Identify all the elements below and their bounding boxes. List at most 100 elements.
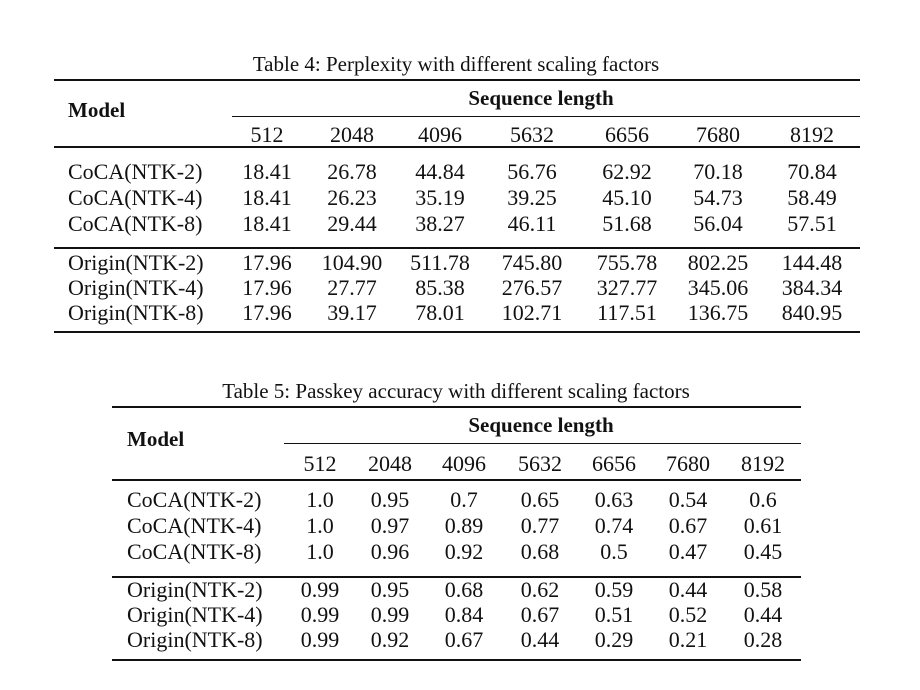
- model-column-header: Model: [68, 98, 126, 122]
- table-cell: 26.23: [327, 185, 377, 210]
- top-rule: [112, 406, 801, 408]
- table-cell: 840.95: [781, 300, 843, 325]
- table-cell: 0.99: [300, 627, 340, 652]
- table-cell: 384.34: [781, 275, 843, 300]
- row-label: Origin(NTK-2): [127, 577, 263, 602]
- row-label: CoCA(NTK-4): [68, 185, 203, 210]
- column-header: 512: [250, 122, 284, 147]
- table-cell: 18.41: [242, 159, 292, 184]
- table-cell: 0.6: [749, 487, 777, 512]
- table-caption: Table 4: Perplexity with different scali…: [252, 52, 660, 76]
- table-cell: 38.27: [415, 211, 465, 236]
- group-separator-rule: [112, 576, 801, 578]
- column-header: 4096: [418, 122, 462, 147]
- column-header: 2048: [368, 451, 412, 476]
- table-cell: 0.44: [520, 627, 560, 652]
- table-cell: 17.96: [242, 250, 292, 275]
- table-cell: 0.77: [520, 513, 560, 538]
- bottom-rule: [112, 659, 801, 661]
- table-cell: 0.5: [600, 539, 628, 564]
- table-cell: 39.17: [327, 300, 377, 325]
- table-cell: 0.28: [743, 627, 783, 652]
- table-cell: 62.92: [602, 159, 652, 184]
- table-cell: 17.96: [242, 275, 292, 300]
- table-cell: 117.51: [597, 300, 657, 325]
- group-separator-rule: [54, 247, 860, 249]
- table-cell: 0.45: [743, 539, 783, 564]
- table-cell: 511.78: [410, 250, 470, 275]
- row-label: Origin(NTK-4): [127, 602, 263, 627]
- table-cell: 104.90: [321, 250, 383, 275]
- table-cell: 0.99: [300, 602, 340, 627]
- column-header: 8192: [741, 451, 785, 476]
- table-cell: 70.18: [693, 159, 743, 184]
- table-cell: 54.73: [693, 185, 743, 210]
- header-rule: [112, 479, 801, 481]
- table-cell: 45.10: [602, 185, 652, 210]
- column-header: 7680: [696, 122, 740, 147]
- table-cell: 0.68: [444, 577, 484, 602]
- table-cell: 0.63: [594, 487, 634, 512]
- table-cell: 70.84: [787, 159, 837, 184]
- table-cell: 0.52: [668, 602, 708, 627]
- table-cell: 0.29: [594, 627, 634, 652]
- table-cell: 802.25: [687, 250, 749, 275]
- table-cell: 0.68: [520, 539, 560, 564]
- table-cell: 0.92: [370, 627, 410, 652]
- column-header: 2048: [330, 122, 374, 147]
- table-cell: 0.99: [370, 602, 410, 627]
- row-label: Origin(NTK-2): [68, 250, 204, 275]
- column-header: 7680: [666, 451, 710, 476]
- header-rule: [54, 146, 860, 148]
- column-header: 4096: [442, 451, 486, 476]
- bottom-rule: [54, 331, 860, 333]
- table-cell: 56.76: [507, 159, 557, 184]
- table-cell: 0.99: [300, 577, 340, 602]
- table-cell: 39.25: [507, 185, 557, 210]
- table-cell: 1.0: [306, 513, 334, 538]
- row-label: Origin(NTK-8): [68, 300, 204, 325]
- sequence-length-subrule: [232, 116, 860, 117]
- table-cell: 85.38: [415, 275, 465, 300]
- table-cell: 0.89: [444, 513, 484, 538]
- table-cell: 0.59: [594, 577, 634, 602]
- table-cell: 0.92: [444, 539, 484, 564]
- column-header: 5632: [518, 451, 562, 476]
- table-cell: 0.7: [450, 487, 478, 512]
- row-label: CoCA(NTK-8): [127, 539, 262, 564]
- table-cell: 26.78: [327, 159, 377, 184]
- table-cell: 0.61: [743, 513, 783, 538]
- table-cell: 27.77: [327, 275, 377, 300]
- table-cell: 0.44: [743, 602, 783, 627]
- row-label: CoCA(NTK-4): [127, 513, 262, 538]
- table-cell: 18.41: [242, 211, 292, 236]
- table-cell: 0.95: [370, 487, 410, 512]
- table-cell: 0.65: [520, 487, 560, 512]
- column-header: 512: [303, 451, 337, 476]
- table-cell: 57.51: [787, 211, 837, 236]
- table-cell: 29.44: [327, 211, 377, 236]
- table-cell: 755.78: [596, 250, 658, 275]
- model-column-header: Model: [127, 427, 185, 451]
- row-label: Origin(NTK-4): [68, 275, 204, 300]
- sequence-length-header: Sequence length: [468, 413, 614, 437]
- column-header: 5632: [510, 122, 554, 147]
- table-cell: 44.84: [415, 159, 465, 184]
- row-label: CoCA(NTK-2): [127, 487, 262, 512]
- table-cell: 35.19: [415, 185, 465, 210]
- table-cell: 46.11: [507, 211, 557, 236]
- table-cell: 0.62: [520, 577, 560, 602]
- table-cell: 276.57: [501, 275, 563, 300]
- table-cell: 345.06: [687, 275, 749, 300]
- table-cell: 327.77: [596, 275, 658, 300]
- table-cell: 0.47: [668, 539, 708, 564]
- row-label: CoCA(NTK-8): [68, 211, 203, 236]
- table-caption: Table 5: Passkey accuracy with different…: [222, 379, 690, 403]
- sequence-length-subrule: [284, 443, 801, 444]
- table-cell: 1.0: [306, 539, 334, 564]
- table-cell: 0.67: [444, 627, 484, 652]
- column-header: 8192: [790, 122, 834, 147]
- table-cell: 0.67: [520, 602, 560, 627]
- row-label: Origin(NTK-8): [127, 627, 263, 652]
- table-cell: 0.44: [668, 577, 708, 602]
